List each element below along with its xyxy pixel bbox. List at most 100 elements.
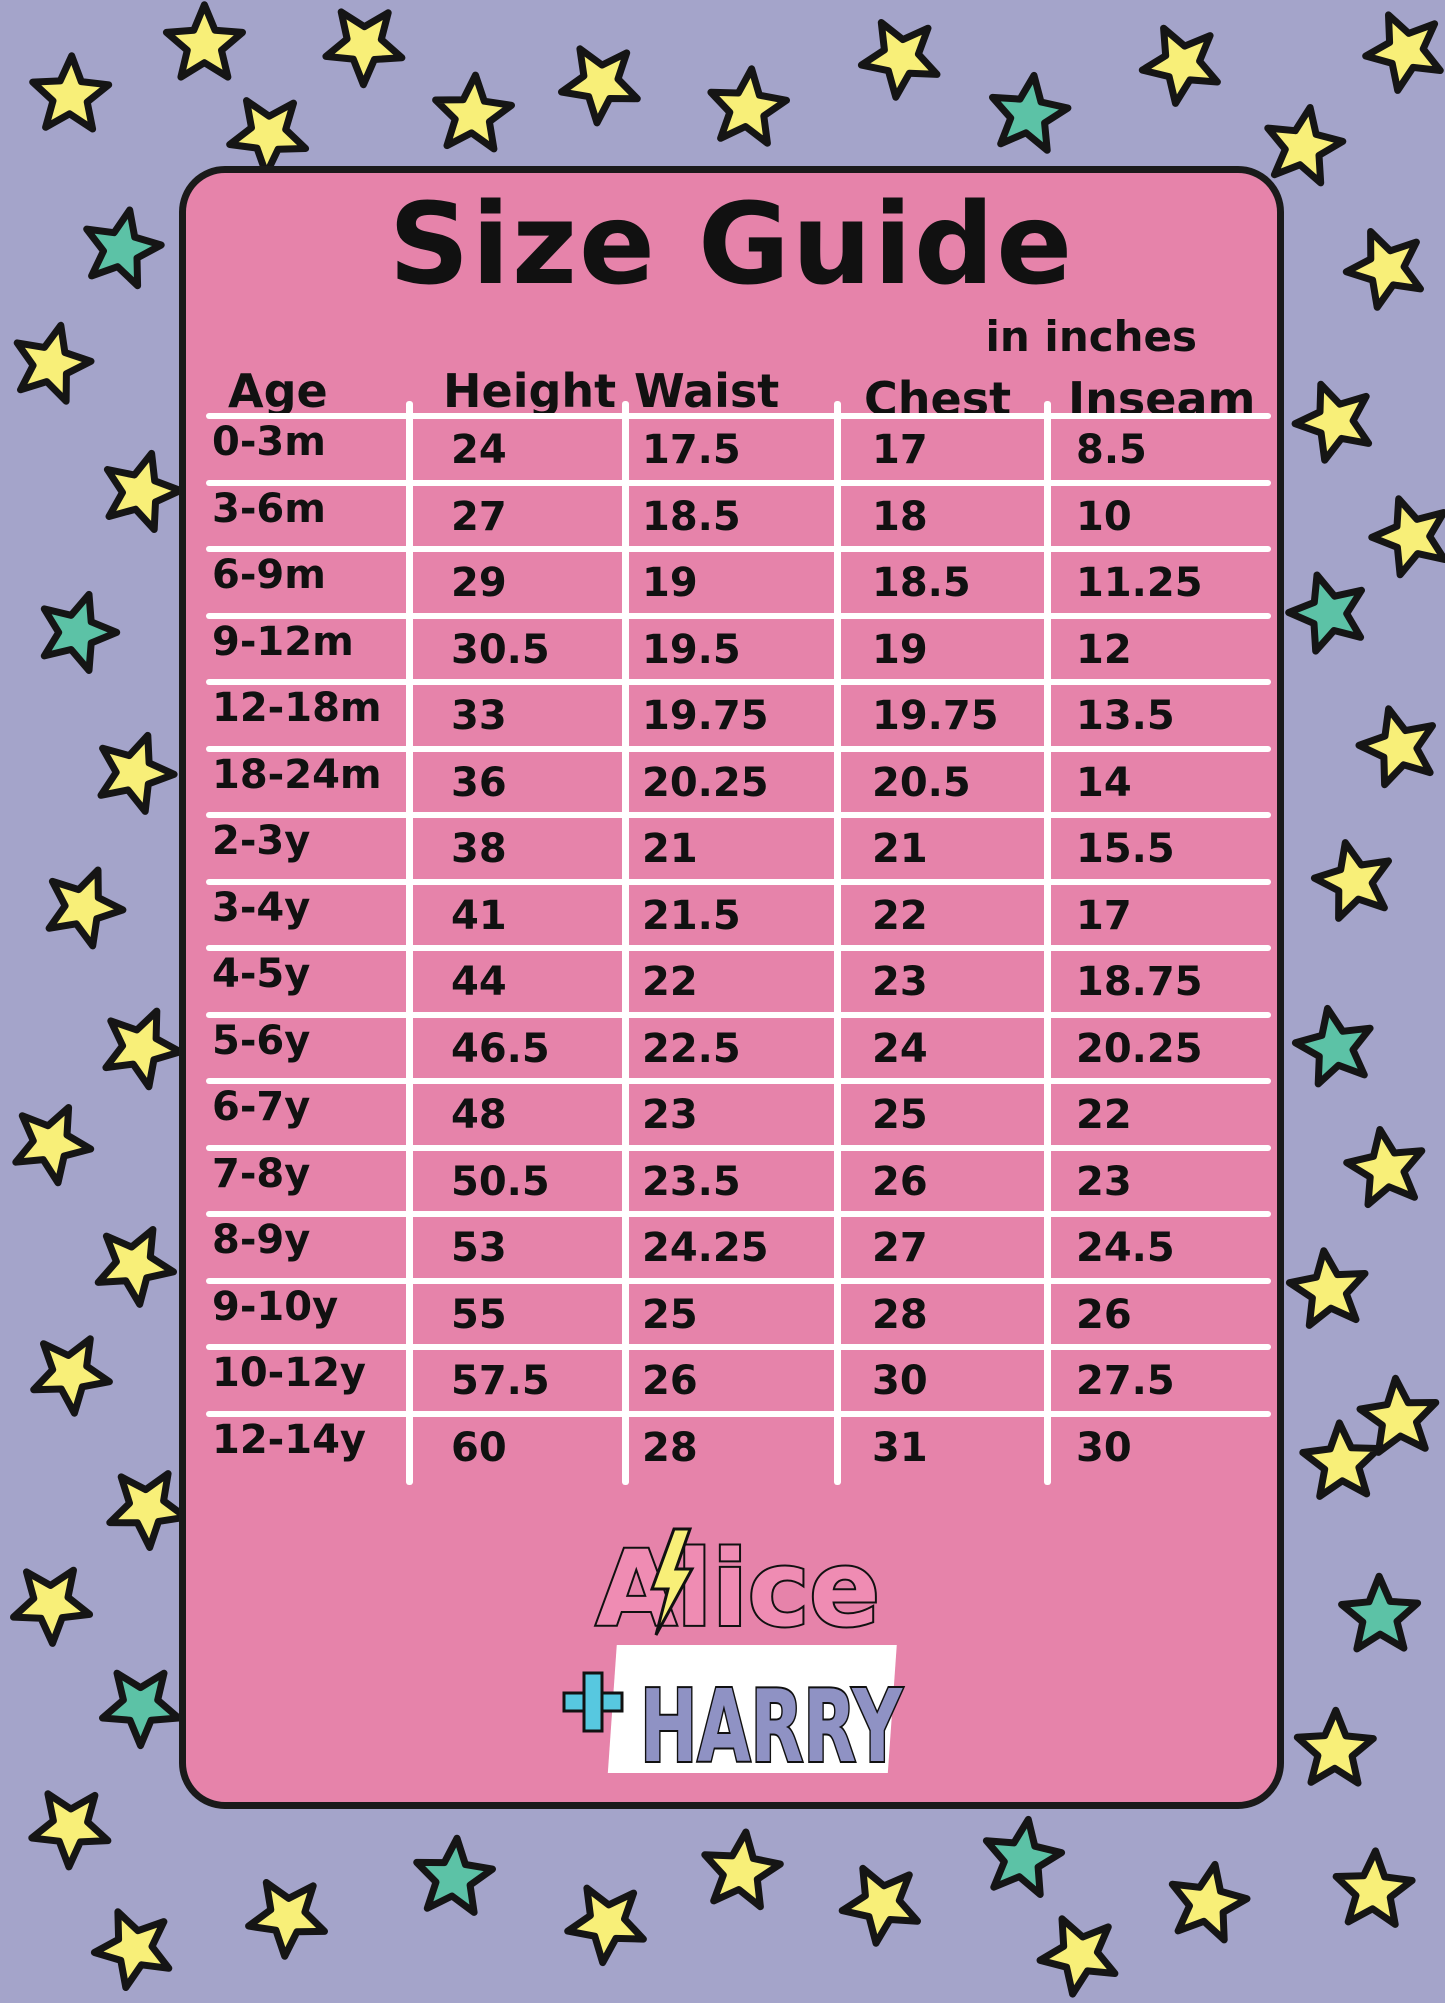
- measurement-cell: 22.5: [642, 1025, 741, 1072]
- yellow-star-icon: [245, 1879, 328, 1960]
- row-divider: [206, 413, 1271, 419]
- measurement-cell: 57.5: [451, 1358, 550, 1404]
- measurement-cell: 8.5: [1076, 427, 1147, 473]
- yellow-star-icon: [28, 1790, 112, 1871]
- measurement-cell: 55: [451, 1291, 507, 1338]
- measurement-cell: 30: [1076, 1424, 1132, 1471]
- yellow-star-icon: [1036, 1915, 1119, 1998]
- yellow-star-icon: [29, 52, 113, 133]
- yellow-star-icon: [30, 1335, 113, 1417]
- teal-star-icon: [413, 1834, 496, 1916]
- measurement-cell: 26: [1076, 1291, 1132, 1338]
- measurement-cell: 18.5: [872, 560, 971, 606]
- measurement-cell: 53: [451, 1225, 507, 1271]
- age-cell: 7-8y: [212, 1150, 311, 1197]
- yellow-star-icon: [102, 1007, 184, 1091]
- measurement-cell: 23: [872, 959, 928, 1005]
- age-cell: 18-24m: [212, 751, 382, 798]
- yellow-star-icon: [10, 1566, 94, 1647]
- measurement-cell: 13.5: [1076, 693, 1175, 739]
- age-cell: 5-6y: [212, 1017, 311, 1064]
- measurement-cell: 17: [872, 427, 928, 473]
- age-cell: 2-3y: [212, 818, 311, 864]
- yellow-star-icon: [97, 731, 178, 815]
- measurement-cell: 27: [872, 1225, 928, 1271]
- logo-line2: HARRY: [640, 1668, 903, 1783]
- row-divider: [206, 679, 1271, 685]
- yellow-star-icon: [1342, 228, 1424, 311]
- measurement-cell: 38: [451, 826, 507, 872]
- measurement-cell: 20.5: [872, 759, 971, 806]
- teal-star-icon: [1338, 1572, 1422, 1653]
- yellow-star-icon: [432, 71, 515, 153]
- age-cell: 4-5y: [212, 951, 311, 997]
- teal-star-icon: [1285, 571, 1365, 655]
- row-divider: [206, 945, 1271, 951]
- column-header: Waist: [634, 364, 780, 418]
- measurement-cell: 50.5: [451, 1158, 550, 1205]
- yellow-star-icon: [701, 1828, 784, 1911]
- yellow-star-icon: [1291, 380, 1373, 464]
- column-header: Height: [443, 364, 617, 418]
- column-divider: [834, 401, 841, 1485]
- age-cell: 12-14y: [212, 1416, 367, 1463]
- measurement-cell: 28: [642, 1424, 698, 1471]
- yellow-star-icon: [94, 1226, 177, 1308]
- yellow-star-icon: [1138, 24, 1221, 107]
- yellow-star-icon: [103, 449, 184, 533]
- row-divider: [206, 1277, 1271, 1284]
- yellow-star-icon: [564, 1884, 647, 1967]
- measurement-cell: 21: [642, 826, 698, 872]
- teal-star-icon: [99, 1669, 183, 1750]
- measurement-cell: 12: [1076, 626, 1132, 673]
- measurement-cell: 25: [872, 1092, 928, 1138]
- row-divider: [206, 1078, 1271, 1084]
- plus-icon: [562, 1671, 624, 1733]
- measurement-cell: 60: [451, 1424, 507, 1471]
- measurement-cell: 22: [872, 892, 928, 939]
- yellow-star-icon: [1356, 1374, 1440, 1456]
- age-cell: 3-4y: [212, 884, 311, 931]
- yellow-star-icon: [13, 321, 95, 405]
- measurement-cell: 17: [1076, 892, 1132, 939]
- age-cell: 9-10y: [212, 1283, 339, 1330]
- units-subtitle: in inches: [985, 312, 1198, 361]
- yellow-star-icon: [226, 97, 310, 178]
- measurement-cell: 24.5: [1076, 1225, 1175, 1271]
- measurement-cell: 21: [872, 826, 928, 872]
- yellow-star-icon: [1285, 1247, 1369, 1329]
- size-guide-card: Size Guide in inches Age Height Waist Chest…: [179, 166, 1284, 1809]
- measurement-cell: 18.75: [1076, 959, 1203, 1005]
- row-divider: [206, 745, 1271, 752]
- yellow-star-icon: [106, 1470, 190, 1551]
- row-divider: [206, 1344, 1271, 1350]
- row-divider: [206, 612, 1271, 619]
- logo-line1: Alice: [596, 1528, 880, 1650]
- measurement-cell: 23.5: [642, 1158, 741, 1205]
- measurement-cell: 29: [451, 560, 507, 606]
- measurement-cell: 19: [642, 560, 698, 606]
- measurement-cell: 27.5: [1076, 1358, 1175, 1404]
- yellow-star-icon: [838, 1864, 921, 1947]
- row-divider: [206, 1144, 1271, 1151]
- measurement-cell: 24.25: [642, 1225, 769, 1271]
- measurement-cell: 26: [872, 1158, 928, 1205]
- measurement-cell: 28: [872, 1291, 928, 1338]
- brand-logo: Alice HARRY: [562, 1526, 905, 1783]
- teal-star-icon: [982, 1815, 1066, 1898]
- age-cell: 0-3m: [212, 419, 326, 465]
- measurement-cell: 24: [872, 1025, 928, 1072]
- measurement-cell: 26: [642, 1358, 698, 1404]
- measurement-cell: 18.5: [642, 493, 741, 540]
- measurement-cell: 24: [451, 427, 507, 473]
- row-divider: [206, 812, 1271, 818]
- measurement-cell: 31: [872, 1424, 928, 1471]
- row-divider: [206, 878, 1271, 885]
- yellow-star-icon: [1168, 1860, 1251, 1944]
- measurement-cell: 30: [872, 1358, 928, 1404]
- teal-star-icon: [1291, 1004, 1374, 1088]
- age-cell: 3-6m: [212, 485, 326, 532]
- measurement-cell: 22: [642, 959, 698, 1005]
- measurement-cell: 22: [1076, 1092, 1132, 1138]
